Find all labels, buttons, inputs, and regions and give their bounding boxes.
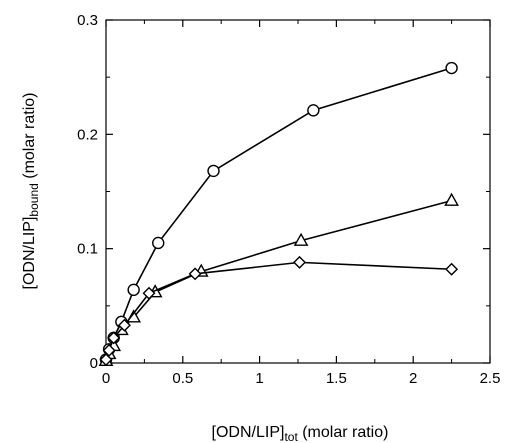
y-axis-title-main: [ODN/LIP] [21, 217, 38, 290]
y-tick-label: 0 [90, 355, 98, 372]
y-tick-label: 0.3 [77, 12, 98, 29]
data-point-circle [152, 236, 165, 250]
x-axis-title-sub: tot [284, 430, 298, 443]
data-point-diamond [99, 353, 113, 367]
data-point-circle [207, 164, 220, 178]
data-point-triangle [293, 232, 309, 246]
x-tick-label: 2.5 [480, 370, 501, 387]
axes [105, 19, 491, 364]
data-point-diamond [117, 318, 131, 332]
x-tick-label: 1.5 [326, 370, 347, 387]
data-point-circle [307, 104, 320, 117]
data-point-diamond [293, 255, 307, 269]
x-axis-title: [ODN/LIP]tot (molar ratio) [212, 424, 389, 443]
x-tick-label: 1 [255, 370, 263, 387]
data-point-diamond [188, 267, 202, 281]
tick-labels: 0 0.5 1 1.5 2 2.5 0 0.1 0.2 0.3 [77, 12, 500, 387]
x-tick-label: 2 [409, 370, 417, 387]
plot-frame [105, 19, 491, 364]
y-tick-label: 0.2 [77, 126, 98, 143]
x-axis-title-main: [ODN/LIP] [212, 424, 285, 441]
y-axis-title-sub: bound [27, 183, 41, 216]
series-diamond [99, 255, 459, 367]
data-point-diamond [107, 331, 121, 345]
series-line [105, 199, 452, 362]
series-triangle [98, 192, 459, 366]
series-layer [98, 61, 459, 367]
data-point-diamond [445, 262, 459, 276]
data-point-circle [127, 283, 140, 297]
series-line [105, 261, 452, 360]
y-axis-title: [ODN/LIP]bound (molar ratio) [21, 93, 41, 290]
x-tick-label: 0.5 [172, 370, 193, 387]
x-tick-label: 0 [102, 370, 110, 387]
data-point-circle [445, 61, 458, 75]
y-axis-title-rest: (molar ratio) [21, 93, 38, 184]
y-tick-label: 0.1 [77, 241, 98, 258]
x-axis-title-rest: (molar ratio) [298, 424, 389, 441]
data-point-diamond [102, 343, 116, 357]
data-point-diamond [142, 286, 156, 300]
data-point-triangle [444, 192, 459, 206]
